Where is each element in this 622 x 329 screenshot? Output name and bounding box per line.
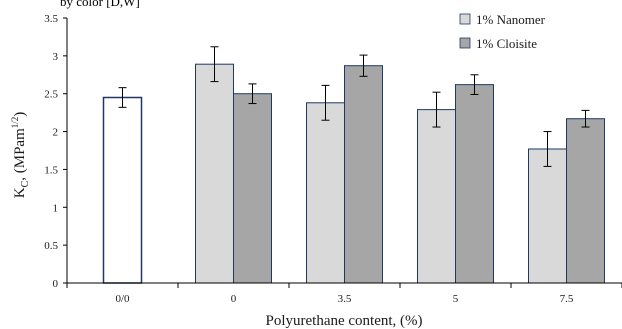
bar-cloisite xyxy=(455,84,494,284)
bar-cloisite xyxy=(233,93,272,284)
x-axis-title: Polyurethane content, (%) xyxy=(265,313,422,329)
bar-reference xyxy=(102,96,143,284)
y-tick-label: 3.5 xyxy=(44,13,58,25)
legend-swatch xyxy=(459,13,471,25)
y-axis-title: KC, (MPam1/2) xyxy=(10,112,31,199)
y-tick-label: 3 xyxy=(53,51,59,63)
legend: 1% Nanomer 1% Cloisite xyxy=(459,12,546,51)
legend-label: 1% Nanomer xyxy=(476,12,546,27)
y-axis: 0 0.5 1 1.5 2 2.5 3 3.5 xyxy=(44,13,68,290)
bar-nanomer xyxy=(417,109,456,284)
y-tick-label: 1 xyxy=(53,202,59,214)
header-fragment: by color [D,W] xyxy=(60,0,140,9)
x-tick-label: 5 xyxy=(453,293,459,305)
bar-cloisite xyxy=(344,65,383,284)
y-tick-label: 1.5 xyxy=(44,164,58,176)
legend-label: 1% Cloisite xyxy=(476,36,537,51)
y-tick-label: 2.5 xyxy=(44,89,58,101)
bar-nanomer xyxy=(195,63,234,284)
legend-swatch xyxy=(459,37,471,49)
bars xyxy=(102,46,605,284)
y-tick-label: 2 xyxy=(53,127,59,139)
x-tick-label: 7.5 xyxy=(560,293,574,305)
y-tick-label: 0.5 xyxy=(44,240,58,252)
bar-cloisite xyxy=(566,118,605,284)
x-axis: 0/0 0 3.5 5 7.5 xyxy=(66,282,622,305)
y-tick-label: 0 xyxy=(53,278,59,290)
x-tick-label: 3.5 xyxy=(338,293,352,305)
bar-nanomer xyxy=(306,102,345,284)
x-tick-label: 0/0 xyxy=(115,293,130,305)
x-tick-label: 0 xyxy=(231,293,237,305)
bar-nanomer xyxy=(528,148,567,284)
